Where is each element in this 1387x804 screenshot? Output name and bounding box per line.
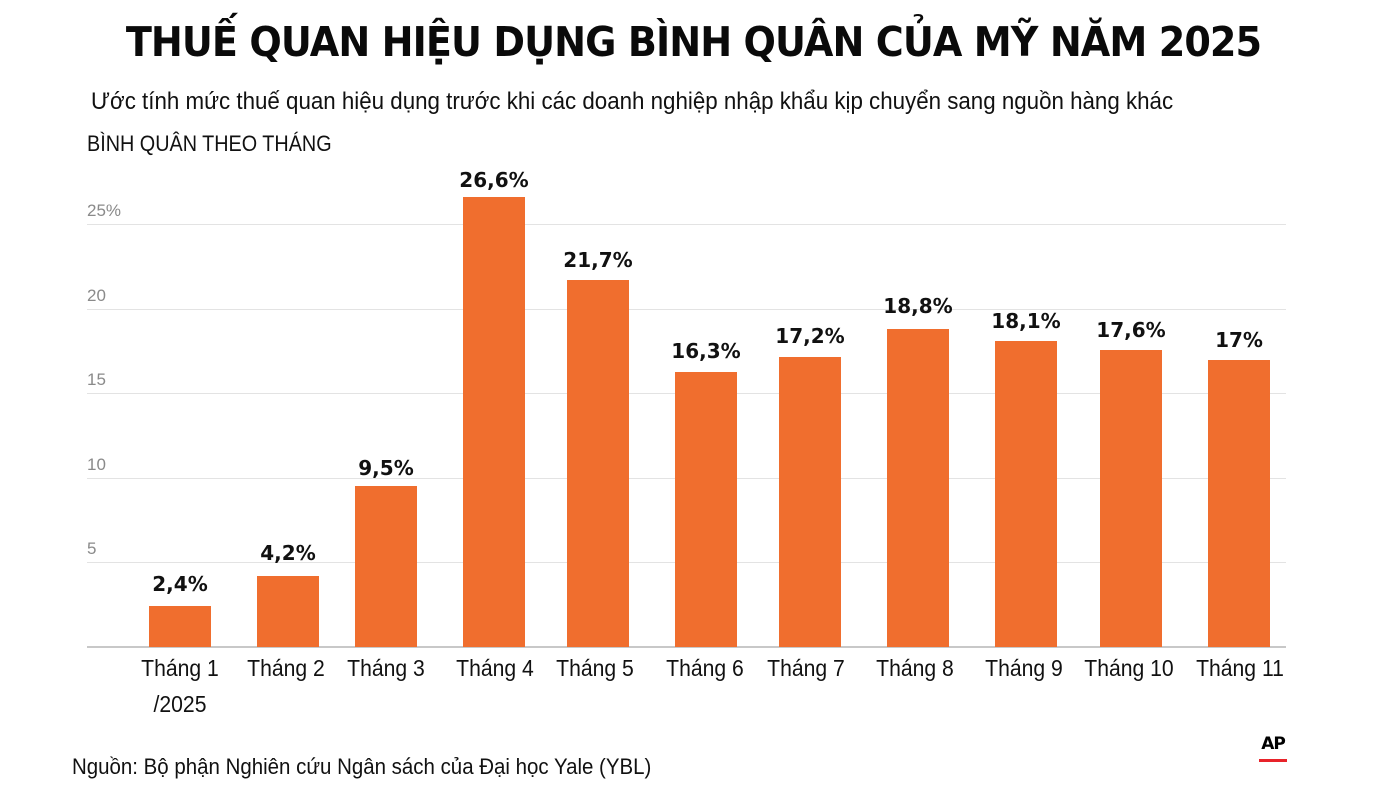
ap-logo: AP [1261, 734, 1286, 754]
bar-thang-11 [1208, 360, 1270, 647]
bar-thang-9 [995, 341, 1057, 647]
bar-thang-2 [257, 576, 319, 647]
bar-value-label: 17,2% [775, 324, 845, 348]
x-label-thang-9: Tháng 9 [985, 655, 1063, 681]
y-tick-10: 10 [87, 455, 106, 474]
gridline-20 [87, 309, 1286, 310]
bar-thang-4 [463, 197, 525, 647]
x-label-thang-11: Tháng 11 [1196, 655, 1284, 681]
ap-logo-underline [1259, 759, 1287, 762]
x-label-thang-2: Tháng 2 [247, 655, 325, 681]
bar-thang-5 [567, 280, 629, 647]
bar-thang-3 [355, 486, 417, 647]
x-label-thang-8: Tháng 8 [876, 655, 954, 681]
bar-thang-6 [675, 372, 737, 647]
bar-thang-7 [779, 357, 841, 647]
x-label-thang-5: Tháng 5 [556, 655, 634, 681]
bar-value-label: 26,6% [459, 168, 529, 192]
x-label-thang-6: Tháng 6 [666, 655, 744, 681]
bar-value-label: 17% [1215, 328, 1263, 352]
bar-value-label: 21,7% [563, 248, 633, 272]
bar-thang-8 [887, 329, 949, 647]
bar-value-label: 18,8% [883, 294, 953, 318]
bar-value-label: 18,1% [991, 309, 1061, 333]
chart-title: THUẾ QUAN HIỆU DỤNG BÌNH QUÂN CỦA MỸ NĂM… [125, 18, 1262, 66]
y-axis-unit-label: BÌNH QUÂN THEO THÁNG [87, 131, 332, 156]
x-label-thang-4: Tháng 4 [456, 655, 534, 681]
x-label-thang-7: Tháng 7 [767, 655, 845, 681]
bar-thang-10 [1100, 350, 1162, 647]
plot-area: 25% 20 15 10 5 2,4% 4,2% 9,5% 26,6% 21,7… [87, 160, 1286, 648]
bar-value-label: 16,3% [671, 339, 741, 363]
x-label-thang-1: Tháng 1 /2025 [125, 650, 235, 722]
bar-value-label: 9,5% [358, 456, 414, 480]
bar-value-label: 2,4% [152, 572, 208, 596]
x-label-line2: /2025 [153, 691, 207, 717]
x-axis-baseline [87, 646, 1286, 648]
bar-thang-1 [149, 606, 211, 647]
y-tick-20: 20 [87, 286, 106, 305]
source-note: Nguồn: Bộ phận Nghiên cứu Ngân sách của … [72, 754, 652, 779]
x-label-line1: Tháng 1 [141, 655, 219, 681]
y-tick-15: 15 [87, 370, 106, 389]
y-tick-5: 5 [87, 539, 97, 558]
x-label-thang-10: Tháng 10 [1084, 655, 1174, 681]
bar-value-label: 17,6% [1096, 318, 1166, 342]
y-tick-25: 25% [87, 201, 122, 220]
x-label-thang-3: Tháng 3 [347, 655, 425, 681]
bar-value-label: 4,2% [260, 541, 316, 565]
gridline-25 [87, 224, 1286, 225]
chart-subtitle: Ước tính mức thuế quan hiệu dụng trước k… [91, 88, 1174, 115]
